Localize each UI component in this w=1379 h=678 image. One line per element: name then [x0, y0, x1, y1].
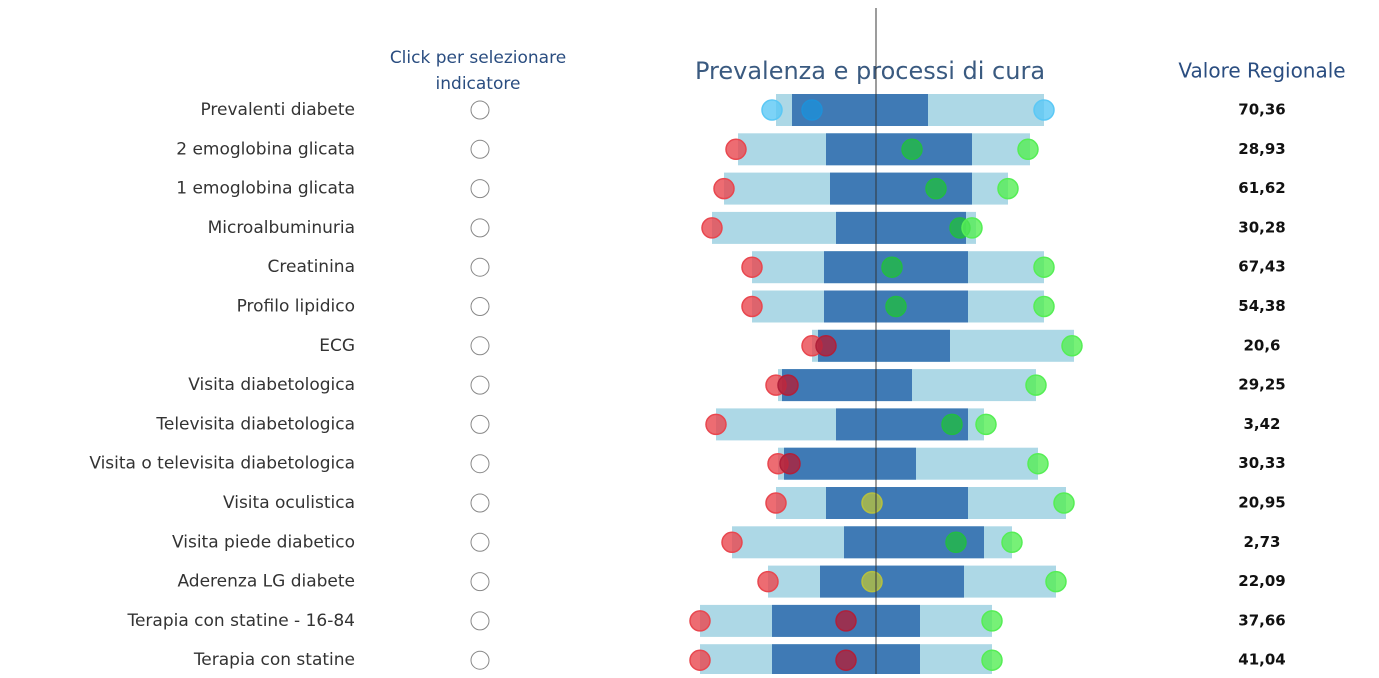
radio-button[interactable]	[470, 100, 490, 120]
marker	[1025, 374, 1047, 396]
marker	[777, 374, 799, 396]
selector-header: indicatore	[436, 74, 521, 94]
indicator-label: Terapia con statine - 16-84	[126, 611, 355, 631]
regional-value: 30,33	[1238, 454, 1285, 472]
radio-button[interactable]	[470, 218, 490, 238]
radio-button[interactable]	[470, 179, 490, 199]
marker	[981, 649, 1003, 671]
marker	[941, 413, 963, 436]
indicator-label: Prevalenti diabete	[200, 100, 355, 120]
marker	[689, 610, 711, 632]
radio-button[interactable]	[470, 336, 490, 356]
marker	[761, 99, 783, 121]
selector-header: Click per selezionare	[390, 48, 566, 68]
regional-value: 70,36	[1238, 101, 1285, 119]
marker	[713, 177, 735, 200]
radio-button[interactable]	[470, 572, 490, 592]
regional-value: 54,38	[1238, 297, 1285, 315]
radio-button[interactable]	[470, 611, 490, 631]
chart-title: Prevalenza e processi di cura	[695, 57, 1045, 85]
marker	[815, 335, 837, 357]
marker	[961, 217, 983, 239]
inner-range	[826, 133, 972, 166]
indicator-label: Visita piede diabetico	[172, 532, 355, 552]
indicator-label: ECG	[319, 336, 355, 356]
marker	[779, 452, 801, 475]
regional-value: 29,25	[1238, 376, 1285, 394]
indicator-label: Profilo lipidico	[237, 297, 355, 317]
indicator-label: Visita oculistica	[223, 493, 355, 513]
radio-button[interactable]	[470, 139, 490, 159]
radio-button[interactable]	[470, 257, 490, 277]
marker	[975, 413, 997, 436]
marker	[741, 295, 763, 318]
marker	[721, 531, 743, 554]
radio-button[interactable]	[470, 650, 490, 670]
regional-value: 2,73	[1243, 533, 1280, 551]
marker	[901, 138, 923, 161]
radio-button[interactable]	[470, 297, 490, 316]
radio-button[interactable]	[470, 532, 490, 552]
radio-button[interactable]	[470, 493, 490, 513]
marker	[1053, 492, 1075, 514]
regional-value: 41,04	[1238, 651, 1285, 669]
marker	[1027, 452, 1049, 475]
marker	[725, 138, 747, 161]
marker	[925, 177, 947, 200]
marker	[757, 570, 779, 593]
inner-range	[836, 211, 966, 244]
marker	[835, 610, 857, 632]
marker	[861, 570, 883, 593]
regional-value: 3,42	[1243, 415, 1280, 433]
marker	[801, 99, 823, 121]
marker	[945, 531, 967, 554]
marker	[1033, 295, 1055, 318]
indicator-label: Visita diabetologica	[188, 375, 355, 395]
indicator-label: Televisita diabetologica	[155, 414, 355, 434]
inner-range	[782, 369, 912, 402]
marker	[981, 610, 1003, 632]
marker	[1033, 99, 1055, 121]
inner-range	[784, 447, 916, 480]
marker	[1045, 570, 1067, 593]
radio-button[interactable]	[470, 414, 490, 434]
inner-range	[826, 487, 968, 519]
marker	[881, 256, 903, 278]
inner-range	[830, 172, 972, 205]
marker	[1061, 335, 1083, 357]
regional-value: 67,43	[1238, 258, 1285, 276]
regional-value: 22,09	[1238, 572, 1285, 590]
indicator-label: 1 emoglobina glicata	[176, 179, 355, 199]
marker	[861, 492, 883, 514]
marker	[835, 649, 857, 671]
marker	[741, 256, 763, 278]
indicator-label: Microalbuminuria	[208, 218, 355, 238]
indicator-label: Aderenza LG diabete	[177, 572, 355, 592]
value-header: Valore Regionale	[1178, 59, 1345, 83]
regional-value: 37,66	[1238, 611, 1285, 629]
marker	[997, 177, 1019, 200]
radio-button[interactable]	[470, 375, 490, 395]
marker	[1001, 531, 1023, 554]
marker	[1033, 256, 1055, 278]
indicator-label: Creatinina	[268, 257, 355, 277]
inner-range	[820, 565, 964, 598]
marker	[1017, 138, 1039, 161]
inner-range	[818, 329, 950, 362]
marker	[765, 492, 787, 514]
regional-value: 28,93	[1238, 140, 1285, 158]
indicator-label: 2 emoglobina glicata	[176, 139, 355, 159]
regional-value: 20,95	[1238, 494, 1285, 512]
marker	[701, 217, 723, 239]
indicator-label: Terapia con statine	[193, 650, 355, 670]
regional-value: 61,62	[1238, 179, 1285, 197]
indicator-label: Visita o televisita diabetologica	[89, 454, 355, 474]
marker	[705, 413, 727, 436]
radio-button[interactable]	[470, 454, 490, 474]
marker	[689, 649, 711, 671]
regional-value: 30,28	[1238, 218, 1285, 236]
marker	[885, 295, 907, 318]
regional-value: 20,6	[1243, 336, 1280, 354]
